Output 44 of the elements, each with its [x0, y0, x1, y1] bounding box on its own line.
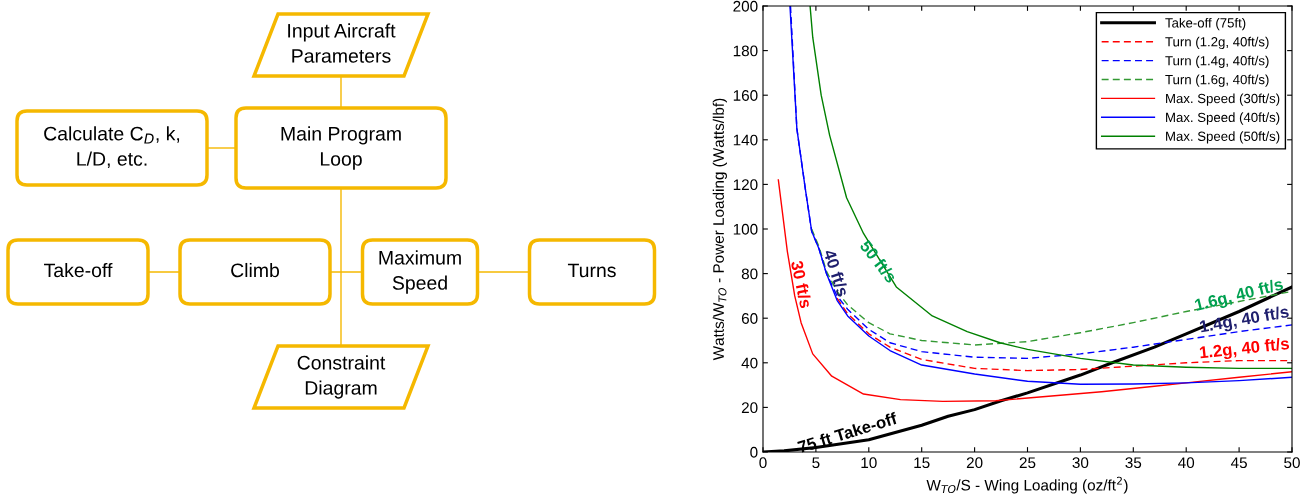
y-tick-label: 20 [741, 402, 758, 414]
text: Calculate C$_{D}$, k, L/D, etc. [44, 126, 180, 169]
legend-label: Take-off (75ft) [1165, 17, 1246, 31]
x-tick-label: 30 [1072, 457, 1089, 469]
legend-label: Max. Speed (50ft/s) [1166, 131, 1280, 144]
x-tick-label: 45 [1230, 457, 1247, 469]
y-tick-label: 100 [733, 223, 758, 235]
legend-label: Turn (1.4g, 40ft/s) [1165, 55, 1269, 68]
x-axis-title: W$_{TO}$/S - Wing Loading (oz/ft$^{2}$) [926, 476, 1128, 494]
y-tick-label: 40 [741, 357, 758, 369]
y-tick-label: 80 [741, 268, 758, 280]
y-tick-label: 0 [750, 446, 758, 458]
text: Climb [231, 262, 280, 278]
y-tick-label: 60 [741, 313, 758, 324]
x-tick-label: 40 [1178, 457, 1195, 469]
y-tick-label: 120 [733, 179, 758, 191]
x-tick-label: 50 [1284, 457, 1300, 469]
x-tick-label: 5 [812, 457, 820, 469]
annotation: 30 ft/s [790, 259, 813, 309]
text: Maximum Speed [379, 250, 461, 294]
y-tick-label: 180 [733, 45, 758, 57]
legend-label: Max. Speed (40ft/s) [1166, 112, 1280, 125]
text: Turns [567, 263, 616, 278]
y-tick-label: 140 [733, 134, 758, 146]
line-series [777, 179, 1292, 403]
legend-label: Turn (1.2g, 40ft/s) [1165, 36, 1269, 50]
y-axis-title: Watts/W$_{TO}$ - Power Loading (Watts/lbf) [712, 98, 727, 361]
annotation: 40 ft/s [823, 248, 850, 298]
text: Input Aircraft Parameters [288, 23, 396, 63]
x-tick-label: 35 [1125, 457, 1142, 469]
x-tick-label: 20 [966, 457, 983, 469]
y-tick-label: 160 [733, 90, 758, 101]
annotation: 1.2g, 40 ft/s [1199, 336, 1290, 362]
x-tick-label: 0 [759, 457, 767, 469]
x-tick-label: 15 [914, 457, 930, 469]
text: Main Program Loop [281, 126, 401, 170]
text: Constraint Diagram [297, 355, 386, 399]
annotation: 50 ft/s [859, 239, 898, 284]
legend-label: Turn (1.6g, 40ft/s) [1165, 74, 1269, 87]
y-tick-label: 200 [733, 0, 758, 12]
x-tick-label: 10 [861, 457, 877, 469]
text: Take-off [44, 262, 113, 278]
legend-label: Max. Speed (30ft/s) [1166, 93, 1280, 106]
x-tick-label: 25 [1019, 457, 1036, 469]
